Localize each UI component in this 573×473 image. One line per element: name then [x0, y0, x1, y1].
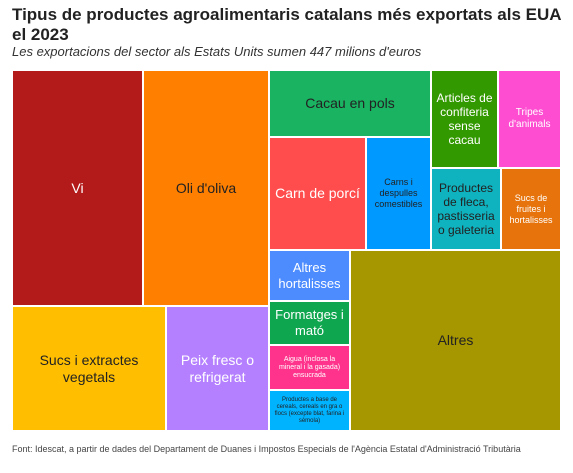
tile-label: Oli d'oliva: [175, 179, 237, 196]
tile-label: Productes a base de cereals, cereals en …: [274, 396, 345, 424]
tile-productes-a-base-de-cereals-cereals-en-gra-o-flocs-excepte-blat-farina-i-semola: Productes a base de cereals, cereals en …: [269, 390, 350, 431]
tile-label: Productes de fleca, pastisseria o galete…: [437, 181, 495, 237]
tile-vi: Vi: [12, 70, 143, 306]
tile-carns-i-despulles-comestibles: Carns i despulles comestibles: [366, 137, 431, 250]
tile-label: Peix fresc o refrigerat: [180, 351, 255, 385]
tile-altres: Altres: [350, 250, 561, 431]
tile-label: Sucs de fruites i hortalisses: [509, 192, 553, 225]
tile-label: Vi: [71, 179, 84, 196]
tile-label: Formatges i mató: [275, 307, 344, 338]
chart-subtitle: Les exportacions del sector als Estats U…: [12, 44, 422, 59]
tile-label: Altres hortalisses: [278, 259, 341, 291]
tile-label: Altres: [437, 332, 474, 348]
tile-sucs-de-fruites-i-hortalisses: Sucs de fruites i hortalisses: [501, 168, 561, 250]
treemap: Vi Oli d'oliva Sucs i extractes vegetals Pe…: [12, 70, 561, 431]
tile-label: Carn de porcí: [275, 185, 360, 201]
tile-oli-d-oliva: Oli d'oliva: [143, 70, 269, 306]
tile-label: Aigua (inclosa la mineral i la gasada) e…: [278, 355, 341, 379]
tile-label: Tripes d'animals: [508, 107, 551, 130]
tile-cacau-en-pols: Cacau en pols: [269, 70, 431, 137]
tile-productes-de-fleca-pastisseria-o-galeteria: Productes de fleca, pastisseria o galete…: [431, 168, 501, 250]
tile-label: Sucs i extractes vegetals: [39, 351, 139, 385]
tile-peix-fresc-o-refrigerat: Peix fresc o refrigerat: [166, 306, 269, 431]
source-note: Font: Idescat, a partir de dades del Dep…: [12, 444, 521, 454]
tile-carn-de-porci: Carn de porcí: [269, 137, 366, 250]
tile-formatges-i-mato: Formatges i mató: [269, 301, 350, 345]
chart-title: Tipus de productes agroalimentaris catal…: [12, 5, 561, 44]
tile-tripes-d-animals: Tripes d'animals: [498, 70, 561, 168]
tile-sucs-i-extractes-vegetals: Sucs i extractes vegetals: [12, 306, 166, 431]
tile-label: Articles de confiteria sense cacau: [436, 91, 493, 147]
tile-label: Cacau en pols: [305, 95, 395, 111]
tile-aigua-inclosa-la-mineral-i-la-gasada-ensucrada: Aigua (inclosa la mineral i la gasada) e…: [269, 345, 350, 390]
tile-label: Carns i despulles comestibles: [374, 177, 423, 209]
tile-altres-hortalisses: Altres hortalisses: [269, 250, 350, 301]
tile-articles-de-confiteria-sense-cacau: Articles de confiteria sense cacau: [431, 70, 498, 168]
